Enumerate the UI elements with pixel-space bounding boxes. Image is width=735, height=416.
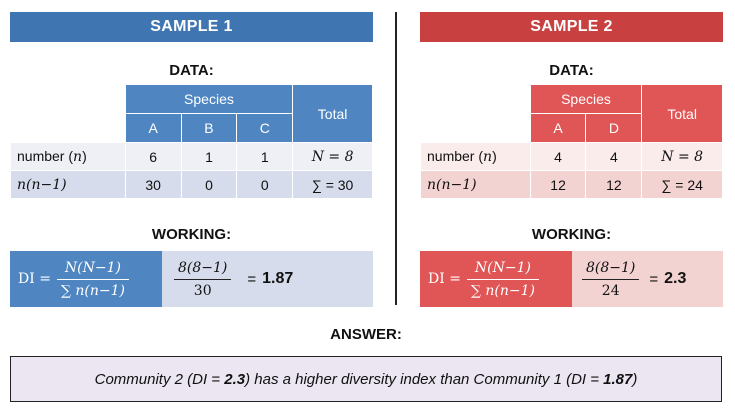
di-substitution: 8(8−1) 30 = 1.87 [162, 251, 373, 307]
total-header: Total [292, 84, 373, 143]
species-col-header: B [180, 113, 238, 143]
sample1-data-heading: DATA: [169, 62, 214, 79]
species-col-header: C [236, 113, 294, 143]
blank-cell [420, 84, 531, 114]
answer-box: Community 2 (DI = 2.3) has a higher dive… [10, 356, 722, 402]
sample1-banner: SAMPLE 1 [10, 12, 373, 42]
formula-denominator: ∑ n(n−1) [60, 282, 125, 299]
equals-sign: = [247, 270, 257, 288]
di-formula: DI = N(N−1) ∑ n(n−1) [420, 251, 572, 307]
answer-di-sample1: 1.87 [603, 370, 633, 388]
table-cell: 12 [529, 170, 587, 199]
formula-numerator: N(N−1) [64, 259, 121, 276]
answer-text: Community 2 (DI = 2.3) has a higher dive… [94, 370, 638, 388]
species-col-header: A [529, 113, 587, 143]
species-header: Species [124, 84, 294, 114]
table-cell: 4 [529, 142, 587, 171]
total-cell: ∑ = 24 [641, 170, 723, 199]
sample1-data-table: Species Total A B C number (n) 6 1 1 N =… [10, 84, 373, 199]
substitution-denominator: 24 [601, 282, 620, 299]
blank-cell [10, 113, 126, 143]
row-label-nn1: n(n−1) [10, 170, 126, 199]
formula-fraction: N(N−1) ∑ n(n−1) [466, 259, 539, 299]
fraction-bar [56, 278, 129, 280]
species-header: Species [529, 84, 643, 114]
table-cell: 4 [585, 142, 643, 171]
total-header: Total [641, 84, 723, 143]
sample2-data-heading: DATA: [549, 62, 594, 79]
answer-di-sample2: 2.3 [224, 370, 246, 388]
substitution-numerator: 8(8−1) [178, 259, 228, 276]
substitution-denominator: 30 [193, 282, 212, 299]
row-label-nn1: n(n−1) [420, 170, 531, 199]
substitution-numerator: 8(8−1) [586, 259, 636, 276]
sample2-data-table: Species Total A D number (n) 4 4 N = 8 n… [420, 84, 723, 199]
sample1-working-heading: WORKING: [151, 226, 232, 243]
formula-denominator: ∑ n(n−1) [470, 282, 535, 299]
fraction-bar [466, 278, 539, 280]
blank-cell [10, 84, 126, 114]
species-col-header: A [124, 113, 182, 143]
di-result: 2.3 [664, 270, 687, 287]
table-cell: 0 [236, 170, 294, 199]
equals-sign: = [649, 270, 659, 288]
sample2-working-box: DI = N(N−1) ∑ n(n−1) 8(8−1) 24 = 2.3 [420, 251, 723, 307]
di-label: DI = [18, 271, 51, 287]
formula-numerator: N(N−1) [474, 259, 531, 276]
total-cell: N = 8 [641, 142, 723, 171]
sample2-working-heading: WORKING: [531, 226, 612, 243]
fraction-bar [174, 278, 232, 280]
total-cell: ∑ = 30 [292, 170, 373, 199]
species-col-header: D [585, 113, 643, 143]
table-cell: 0 [180, 170, 238, 199]
answer-heading: ANSWER: [330, 326, 402, 343]
substitution-fraction: 8(8−1) 24 [582, 259, 640, 299]
blank-cell [420, 113, 531, 143]
di-result: 1.87 [262, 270, 294, 287]
total-cell: N = 8 [292, 142, 373, 171]
substitution-fraction: 8(8−1) 30 [174, 259, 232, 299]
table-cell: 1 [236, 142, 294, 171]
table-cell: 30 [124, 170, 182, 199]
sample1-working-box: DI = N(N−1) ∑ n(n−1) 8(8−1) 30 = 1.87 [10, 251, 373, 307]
fraction-bar [582, 278, 640, 280]
sample2-banner: SAMPLE 2 [420, 12, 723, 42]
table-cell: 1 [180, 142, 238, 171]
di-label: DI = [428, 271, 461, 287]
table-cell: 12 [585, 170, 643, 199]
row-label-number: number (n) [10, 142, 126, 171]
di-formula: DI = N(N−1) ∑ n(n−1) [10, 251, 162, 307]
di-substitution: 8(8−1) 24 = 2.3 [572, 251, 723, 307]
table-cell: 6 [124, 142, 182, 171]
formula-fraction: N(N−1) ∑ n(n−1) [56, 259, 129, 299]
row-label-number: number (n) [420, 142, 531, 171]
vertical-divider [395, 12, 397, 305]
